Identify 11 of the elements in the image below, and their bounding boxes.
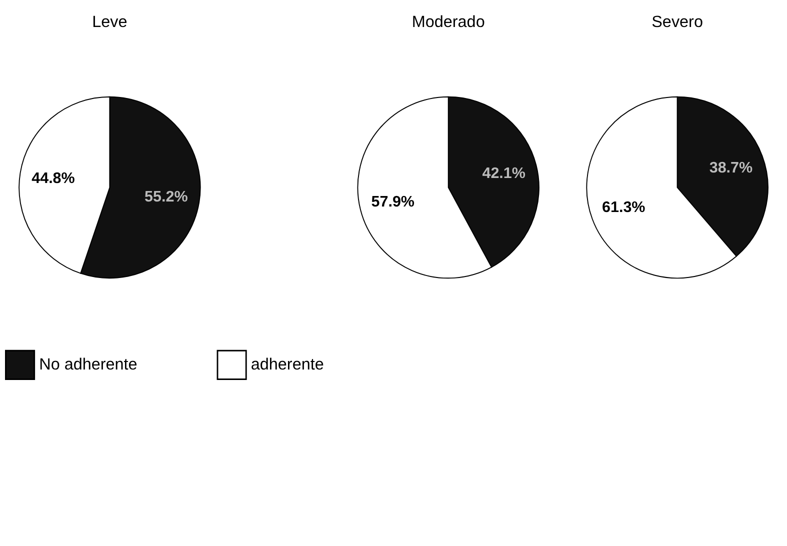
data-label: 42.1% <box>482 165 526 182</box>
chart-title: Severo <box>652 13 703 32</box>
data-label: 44.8% <box>32 170 76 187</box>
data-label: 61.3% <box>602 199 646 216</box>
data-label: 55.2% <box>144 188 188 206</box>
chart-title: Moderado <box>412 13 485 32</box>
legend-label: adherente <box>250 356 324 374</box>
data-label: 38.7% <box>709 159 754 176</box>
legend-label: No adherente <box>39 356 138 374</box>
chart-title: Leve <box>92 13 128 32</box>
data-label: 57.9% <box>371 193 415 210</box>
